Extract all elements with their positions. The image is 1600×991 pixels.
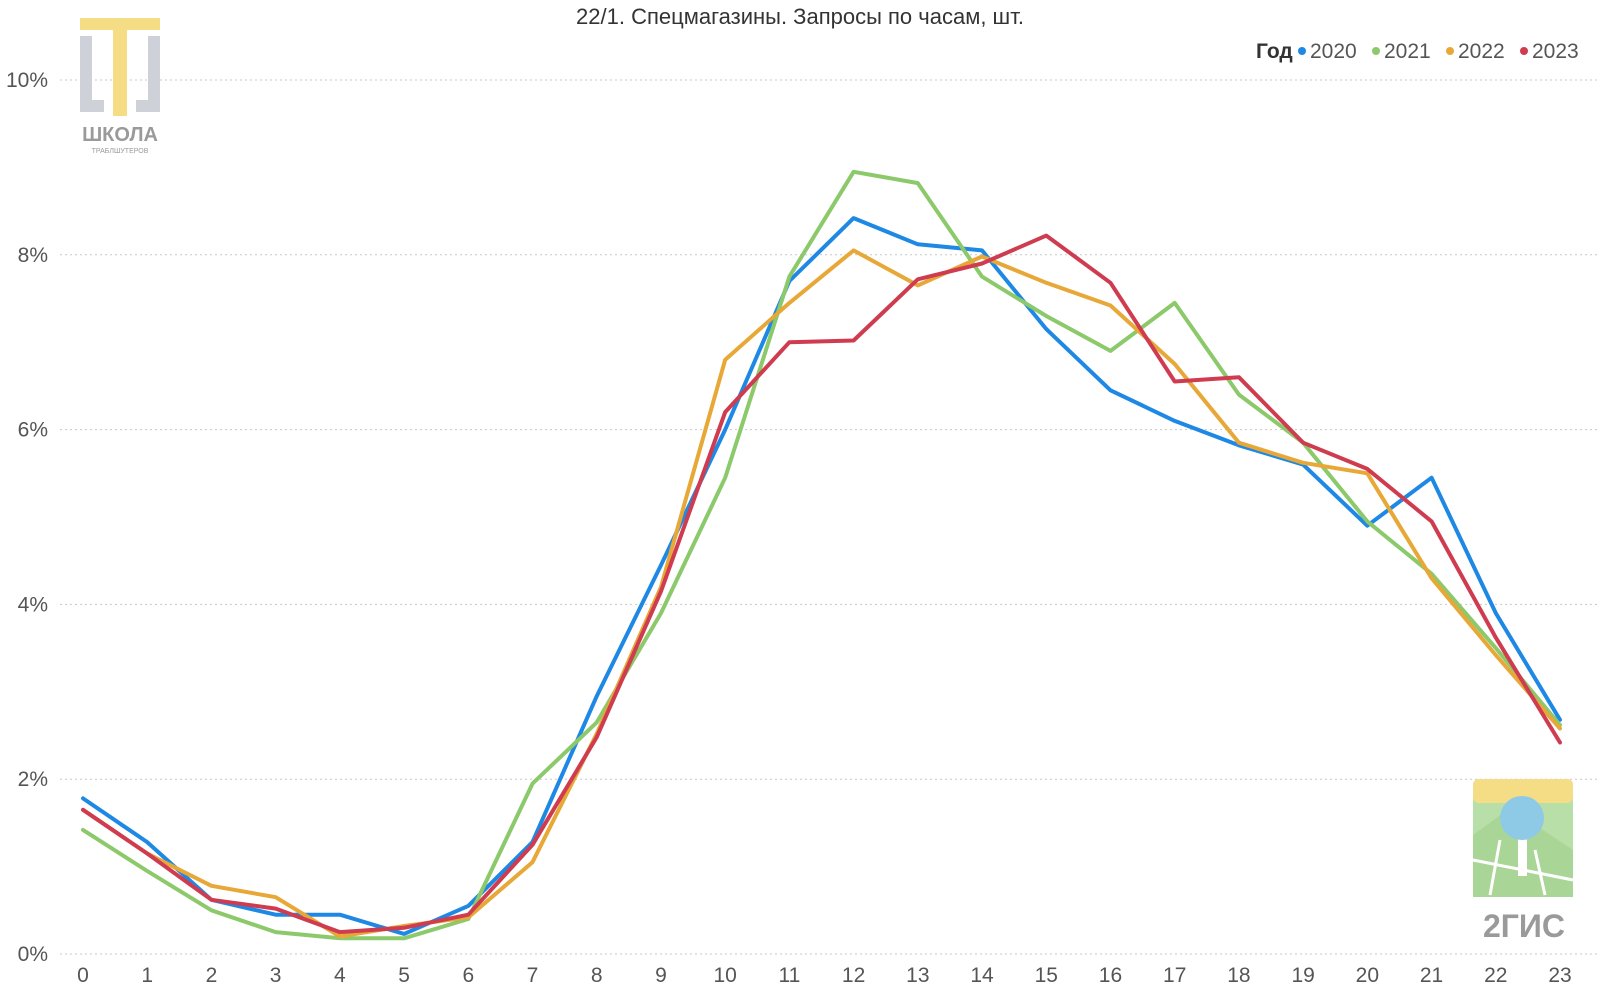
legend-marker-2021 <box>1372 47 1380 55</box>
x-tick-label: 20 <box>1356 964 1379 987</box>
x-tick-label: 14 <box>970 964 994 987</box>
x-tick-label: 16 <box>1099 964 1122 987</box>
logo-right-post <box>148 36 160 112</box>
logo-bar-top <box>80 18 160 30</box>
x-tick-label: 0 <box>77 964 89 987</box>
x-tick-label: 21 <box>1420 964 1443 987</box>
legend-marker-2023 <box>1520 47 1528 55</box>
series-line-2021 <box>81 169 1562 941</box>
2gis-logo: 2ГИС <box>1472 779 1574 944</box>
logo-tree-crown <box>1500 796 1544 840</box>
chart-title: 22/1. Спецмагазины. Запросы по часам, шт… <box>576 4 1024 29</box>
logo-left-foot <box>80 100 104 112</box>
x-tick-label: 1 <box>141 964 153 987</box>
y-tick-label: 2% <box>18 768 48 791</box>
x-tick-label: 4 <box>334 964 346 987</box>
y-tick-label: 10% <box>6 69 48 92</box>
y-tick-label: 4% <box>18 593 48 616</box>
logo-trunk <box>1518 828 1527 876</box>
logo-text-line1: ШКОЛА <box>82 124 158 146</box>
x-tick-label: 18 <box>1227 964 1250 987</box>
series-line-2023 <box>81 233 1562 935</box>
x-axis-tick-labels: 0 1 2 3 4 5 6 7 8 9 10 11 12 13 14 15 16 17 18 19 20 21 22 23 <box>77 964 1572 987</box>
legend-label-2022: 2022 <box>1458 40 1505 63</box>
y-tick-label: 0% <box>18 943 48 966</box>
x-tick-label: 12 <box>842 964 865 987</box>
series-line-2022 <box>81 248 1562 939</box>
logo-left-post <box>80 36 92 112</box>
y-tick-label: 6% <box>18 419 48 442</box>
logo-bar-stem <box>113 30 127 116</box>
x-tick-label: 23 <box>1548 964 1571 987</box>
x-tick-label: 5 <box>398 964 410 987</box>
series-lines <box>81 169 1562 941</box>
x-tick-label: 8 <box>591 964 603 987</box>
legend: Год 2020 2021 2022 2023 <box>1256 40 1579 63</box>
legend-marker-2020 <box>1298 47 1306 55</box>
y-gridlines <box>60 79 1600 955</box>
x-tick-label: 7 <box>527 964 539 987</box>
x-tick-label: 10 <box>713 964 736 987</box>
x-tick-label: 3 <box>270 964 282 987</box>
legend-label-2020: 2020 <box>1310 40 1357 63</box>
x-tick-label: 19 <box>1291 964 1314 987</box>
x-tick-label: 13 <box>906 964 929 987</box>
legend-marker-2022 <box>1446 47 1454 55</box>
x-tick-label: 9 <box>655 964 667 987</box>
x-tick-label: 6 <box>462 964 474 987</box>
x-tick-label: 2 <box>206 964 218 987</box>
logo-tile-top <box>1473 779 1573 803</box>
legend-label-2023: 2023 <box>1532 40 1579 63</box>
y-axis-tick-labels: 0% 2% 4% 6% 8% 10% <box>6 69 48 966</box>
x-tick-label: 11 <box>778 964 800 987</box>
x-tick-label: 17 <box>1163 964 1186 987</box>
x-tick-label: 15 <box>1035 964 1058 987</box>
2gis-logo-text: 2ГИС <box>1483 908 1565 944</box>
school-logo-watermark: ШКОЛА ТРАБЛШУТЕРОВ <box>80 18 160 155</box>
series-line-2020 <box>81 216 1562 936</box>
logo-right-foot <box>136 100 160 112</box>
logo-text-line2: ТРАБЛШУТЕРОВ <box>92 148 149 155</box>
y-tick-label: 8% <box>18 244 48 267</box>
x-tick-label: 22 <box>1484 964 1507 987</box>
legend-title: Год <box>1256 40 1293 63</box>
legend-label-2021: 2021 <box>1384 40 1431 63</box>
